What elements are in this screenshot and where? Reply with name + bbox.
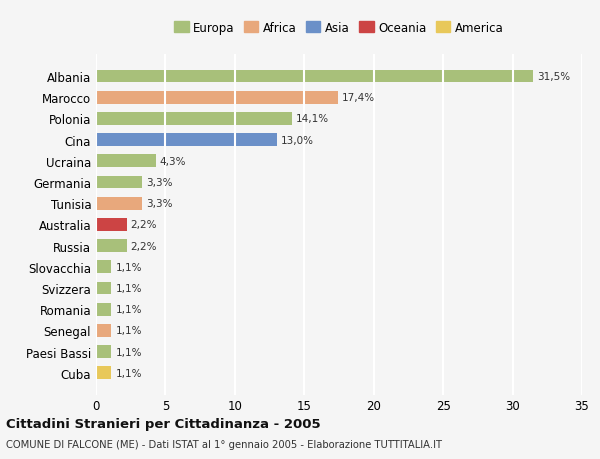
Legend: Europa, Africa, Asia, Oceania, America: Europa, Africa, Asia, Oceania, America xyxy=(170,17,508,39)
Text: 1,1%: 1,1% xyxy=(115,304,142,314)
Text: Cittadini Stranieri per Cittadinanza - 2005: Cittadini Stranieri per Cittadinanza - 2… xyxy=(6,417,320,430)
Bar xyxy=(96,367,111,379)
Bar xyxy=(96,71,533,83)
Bar xyxy=(96,240,127,252)
Bar xyxy=(96,325,111,337)
Bar xyxy=(96,218,127,231)
Text: 2,2%: 2,2% xyxy=(131,241,157,251)
Bar xyxy=(96,346,111,358)
Bar xyxy=(96,261,111,274)
Bar xyxy=(96,176,142,189)
Text: 17,4%: 17,4% xyxy=(342,93,375,103)
Text: 3,3%: 3,3% xyxy=(146,178,172,188)
Text: 2,2%: 2,2% xyxy=(131,220,157,230)
Text: 13,0%: 13,0% xyxy=(281,135,314,146)
Bar xyxy=(96,134,277,147)
Text: 1,1%: 1,1% xyxy=(115,283,142,293)
Bar xyxy=(96,197,142,210)
Text: 14,1%: 14,1% xyxy=(296,114,329,124)
Text: 1,1%: 1,1% xyxy=(115,326,142,336)
Bar xyxy=(96,155,156,168)
Text: COMUNE DI FALCONE (ME) - Dati ISTAT al 1° gennaio 2005 - Elaborazione TUTTITALIA: COMUNE DI FALCONE (ME) - Dati ISTAT al 1… xyxy=(6,440,442,449)
Bar xyxy=(96,92,338,104)
Text: 1,1%: 1,1% xyxy=(115,368,142,378)
Text: 1,1%: 1,1% xyxy=(115,347,142,357)
Bar xyxy=(96,282,111,295)
Bar xyxy=(96,303,111,316)
Text: 4,3%: 4,3% xyxy=(160,157,187,167)
Text: 31,5%: 31,5% xyxy=(538,72,571,82)
Text: 3,3%: 3,3% xyxy=(146,199,172,209)
Bar xyxy=(96,113,292,125)
Text: 1,1%: 1,1% xyxy=(115,262,142,272)
